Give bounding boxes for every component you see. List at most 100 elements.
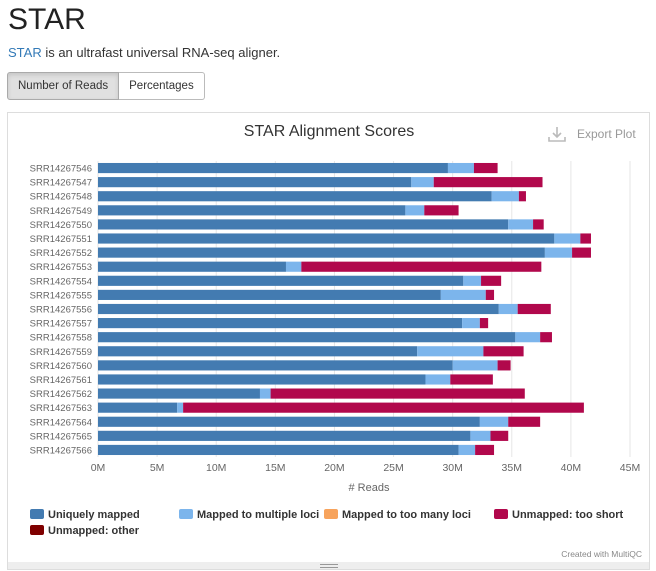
number-of-reads-button[interactable]: Number of Reads — [7, 72, 120, 100]
bar-segment — [98, 191, 492, 202]
y-tick-label: SRR14267556 — [30, 305, 92, 316]
bar-segment — [473, 162, 498, 174]
x-tick-label: 10M — [206, 462, 226, 474]
y-tick-label: SRR14267553 — [30, 262, 92, 273]
plot-container: STAR Alignment Scores Export Plot SRR142… — [7, 112, 650, 563]
legend-swatch — [30, 509, 44, 519]
y-tick-label: SRR14267566 — [30, 445, 92, 456]
y-tick-label: SRR14267549 — [30, 206, 92, 217]
bar-segment — [98, 318, 463, 329]
bar-segment — [447, 162, 474, 174]
bar-segment — [301, 261, 542, 272]
bar-segment — [270, 388, 525, 399]
x-tick-label: 40M — [561, 462, 581, 474]
y-tick-label: SRR14267564 — [30, 417, 92, 428]
bar-segment — [411, 177, 434, 188]
y-tick-label: SRR14267555 — [30, 290, 92, 301]
legend-item-label: Mapped to multiple loci — [197, 509, 319, 521]
download-icon — [548, 127, 566, 142]
bar-segment — [98, 388, 260, 399]
bar-segment — [98, 219, 509, 230]
y-tick-label: SRR14267557 — [30, 319, 92, 330]
bar-segment — [424, 205, 459, 216]
bar-segment — [98, 261, 286, 272]
bar-segment — [183, 402, 584, 413]
x-tick-label: 0M — [91, 462, 106, 474]
bar-series — [98, 162, 591, 456]
legend-item-label: Mapped to too many loci — [342, 509, 471, 521]
y-tick-label: SRR14267547 — [30, 178, 92, 189]
bar-segment — [517, 303, 551, 315]
bar-segment — [475, 444, 495, 456]
plot-resize-handle[interactable] — [7, 562, 650, 570]
bar-segment — [440, 289, 486, 300]
bar-segment — [98, 247, 545, 258]
legend-swatch — [179, 509, 193, 519]
bar-segment — [470, 430, 491, 441]
bar-segment — [508, 416, 541, 427]
bar-segment — [285, 261, 302, 272]
y-tick-label: SRR14267558 — [30, 333, 92, 344]
bar-segment — [98, 205, 406, 216]
y-tick-label: SRR14267548 — [30, 192, 92, 203]
percentages-button[interactable]: Percentages — [119, 72, 205, 100]
bar-segment — [98, 374, 426, 385]
y-tick-label: SRR14267546 — [30, 164, 92, 175]
bar-segment — [490, 430, 509, 441]
y-tick-label: SRR14267552 — [30, 248, 92, 259]
bar-segment — [98, 275, 464, 286]
bar-segment — [554, 233, 581, 244]
bar-segment — [425, 374, 451, 385]
legend-swatch — [494, 509, 508, 519]
bar-segment — [544, 247, 573, 258]
legend-swatch — [30, 525, 44, 535]
bar-segment — [481, 275, 502, 286]
module-intro: STAR is an ultrafast universal RNA-seq a… — [8, 45, 280, 60]
data-toggle-group: Number of Reads Percentages — [7, 72, 205, 100]
x-tick-label: 25M — [383, 462, 403, 474]
x-tick-label: 15M — [265, 462, 285, 474]
bar-segment — [508, 219, 534, 230]
legend-item-label: Uniquely mapped — [48, 509, 140, 521]
y-tick-label: SRR14267554 — [30, 276, 92, 287]
x-axis-title: # Reads — [349, 482, 390, 494]
bar-segment — [491, 191, 519, 202]
bar-segment — [259, 388, 271, 399]
bar-segment — [540, 332, 552, 343]
y-tick-label: SRR14267563 — [30, 403, 92, 414]
legend-item-label: Unmapped: other — [48, 525, 140, 537]
y-axis-labels: SRR14267546 SRR14267547 SRR14267548 SRR1426… — [30, 164, 92, 457]
page-title: STAR — [8, 3, 86, 36]
bar-segment — [580, 233, 591, 244]
bar-segment — [533, 219, 544, 230]
x-tick-label: 35M — [502, 462, 522, 474]
x-axis-labels: 0M 5M 10M 15M 20M 25M 30M 35M 40M 45M — [91, 462, 641, 474]
y-tick-label: SRR14267562 — [30, 389, 92, 400]
bar-segment — [98, 177, 412, 188]
bar-segment — [458, 444, 476, 456]
bar-segment — [498, 303, 518, 315]
x-tick-label: 20M — [324, 462, 344, 474]
legend-swatch — [324, 509, 338, 519]
y-tick-label: SRR14267559 — [30, 347, 92, 358]
y-tick-label: SRR14267550 — [30, 220, 92, 231]
y-tick-label: SRR14267565 — [30, 431, 92, 442]
alignment-scores-chart: STAR Alignment Scores Export Plot SRR142… — [30, 123, 642, 559]
bar-segment — [462, 318, 480, 329]
bar-segment — [572, 247, 591, 258]
bar-segment — [98, 303, 499, 315]
export-plot-button[interactable]: Export Plot — [548, 127, 636, 142]
star-link[interactable]: STAR — [8, 45, 42, 60]
bar-segment — [98, 416, 480, 427]
bar-segment — [98, 233, 555, 244]
x-tick-label: 5M — [150, 462, 165, 474]
bar-segment — [98, 346, 418, 357]
bar-segment — [98, 289, 441, 300]
bar-segment — [479, 318, 489, 329]
bar-segment — [497, 360, 511, 371]
bar-segment — [405, 205, 425, 216]
bar-segment — [433, 177, 543, 188]
bar-segment — [98, 332, 516, 343]
y-tick-label: SRR14267560 — [30, 361, 92, 372]
x-tick-label: 45M — [620, 462, 640, 474]
